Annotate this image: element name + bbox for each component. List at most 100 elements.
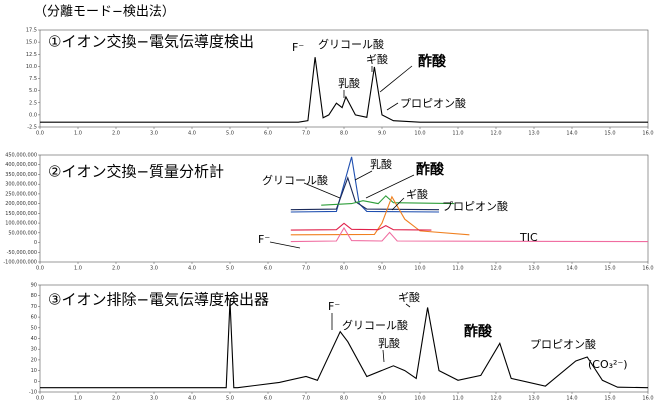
peak-label: ギ酸: [366, 52, 388, 66]
x-tick-label: 12.0: [490, 396, 501, 402]
y-tick-label: 30: [31, 347, 37, 353]
x-tick-label: 7.0: [302, 266, 310, 272]
x-tick-label: 13.0: [528, 131, 539, 137]
trace: [290, 176, 440, 211]
arrow: [365, 174, 415, 199]
arrow: [269, 241, 301, 249]
x-tick-label: 3.0: [150, 131, 158, 137]
y-tick-label: 80: [31, 293, 37, 299]
peak-label: (CO₃²⁻): [588, 358, 628, 371]
x-tick-label: 2.0: [112, 396, 120, 402]
y-tick-label: 100,000,000: [5, 221, 37, 227]
y-tick-label: 0: [34, 240, 37, 246]
x-tick-label: 12.0: [490, 131, 501, 137]
x-tick-label: 6.0: [264, 131, 272, 137]
x-tick-label: 1.0: [74, 266, 82, 272]
y-tick-label: 150,000,000: [5, 211, 37, 217]
x-tick-label: 0.0: [36, 266, 44, 272]
y-tick-label: -10: [29, 390, 37, 396]
trace-label: 酢酸: [416, 161, 445, 178]
trace-label: プロピオン酸: [442, 199, 508, 213]
trace-label: 乳酸: [370, 157, 392, 171]
y-tick-label: 50,000,000: [8, 230, 37, 236]
y-tick-label: -50,000,000: [7, 250, 37, 256]
x-tick-label: 3.0: [150, 266, 158, 272]
x-tick-label: 11.0: [452, 266, 463, 272]
trace: [290, 222, 432, 231]
x-tick-label: 5.0: [226, 396, 234, 402]
x-tick-label: 8.0: [340, 131, 348, 137]
x-tick-label: 11.0: [452, 131, 463, 137]
arrow: [386, 102, 399, 111]
peak-label: 乳酸: [338, 76, 360, 90]
y-tick-label: 300,000,000: [5, 182, 37, 188]
y-tick-label: 60: [31, 315, 37, 321]
x-tick-label: 0.0: [36, 396, 44, 402]
x-tick-label: 2.0: [112, 266, 120, 272]
y-tick-label: 0.0: [29, 112, 37, 118]
x-tick-label: 12.0: [490, 266, 501, 272]
arrow: [354, 170, 373, 181]
peak-label: 酢酸: [418, 53, 447, 70]
y-tick-label: 12.5: [26, 52, 37, 58]
x-tick-label: 1.0: [74, 396, 82, 402]
x-tick-label: 16.0: [642, 396, 653, 402]
x-tick-label: 4.0: [188, 131, 196, 137]
x-tick-label: 7.0: [302, 396, 310, 402]
y-tick-label: 250,000,000: [5, 191, 37, 197]
y-tick-label: 70: [31, 304, 37, 310]
y-tick-label: 350,000,000: [5, 172, 37, 178]
peak-label: グリコール酸: [342, 318, 408, 332]
figure-title: （分離モード−検出法）: [34, 5, 175, 20]
x-tick-label: 0.0: [36, 131, 44, 137]
y-tick-label: -100,000,000: [3, 260, 37, 266]
arrow: [391, 197, 405, 211]
x-tick-label: 6.0: [264, 266, 272, 272]
peak-label: 乳酸: [378, 336, 400, 350]
trace: [290, 156, 440, 213]
x-tick-label: 1.0: [74, 131, 82, 137]
x-tick-label: 16.0: [642, 131, 653, 137]
x-tick-label: 7.0: [302, 131, 310, 137]
x-tick-label: 8.0: [340, 266, 348, 272]
peak-label: F⁻: [328, 300, 340, 313]
y-tick-label: 20: [31, 357, 37, 363]
trace-label: グリコール酸: [262, 173, 328, 187]
x-tick-label: 16.0: [642, 266, 653, 272]
x-tick-label: 5.0: [226, 266, 234, 272]
y-tick-label: -2.5: [27, 125, 37, 131]
trace: [321, 195, 455, 206]
y-tick-label: 7.5: [29, 76, 37, 82]
y-tick-label: 15.0: [26, 40, 37, 46]
peak-label: F⁻: [292, 41, 304, 54]
arrow: [379, 65, 413, 93]
panel-title: ①イオン交換−電気伝導度検出: [48, 33, 254, 51]
x-tick-label: 10.0: [414, 131, 425, 137]
x-tick-label: 13.0: [528, 396, 539, 402]
y-tick-label: 5.0: [29, 88, 37, 94]
x-tick-label: 10.0: [414, 396, 425, 402]
x-tick-label: 6.0: [264, 396, 272, 402]
peak-label: F⁻: [258, 233, 270, 246]
x-tick-label: 2.0: [112, 131, 120, 137]
x-tick-label: 15.0: [604, 131, 615, 137]
x-tick-label: 14.0: [566, 396, 577, 402]
y-tick-label: 17.5: [26, 28, 37, 34]
y-tick-label: 450,000,000: [5, 153, 37, 159]
trace: [290, 195, 470, 236]
x-tick-label: 9.0: [378, 396, 386, 402]
peak-label: 酢酸: [464, 323, 493, 340]
peak-label: ギ酸: [398, 290, 420, 304]
x-tick-label: 9.0: [378, 131, 386, 137]
x-tick-label: 5.0: [226, 131, 234, 137]
panel-title: ②イオン交換−質量分析計: [48, 163, 224, 181]
y-tick-label: 400,000,000: [5, 162, 37, 168]
y-tick-label: 90: [31, 283, 37, 289]
x-tick-label: 15.0: [604, 266, 615, 272]
peak-label: プロピオン酸: [530, 337, 596, 351]
x-tick-label: 11.0: [452, 396, 463, 402]
y-tick-label: 0: [34, 379, 37, 385]
x-tick-label: 15.0: [604, 396, 615, 402]
arrow: [382, 349, 385, 363]
